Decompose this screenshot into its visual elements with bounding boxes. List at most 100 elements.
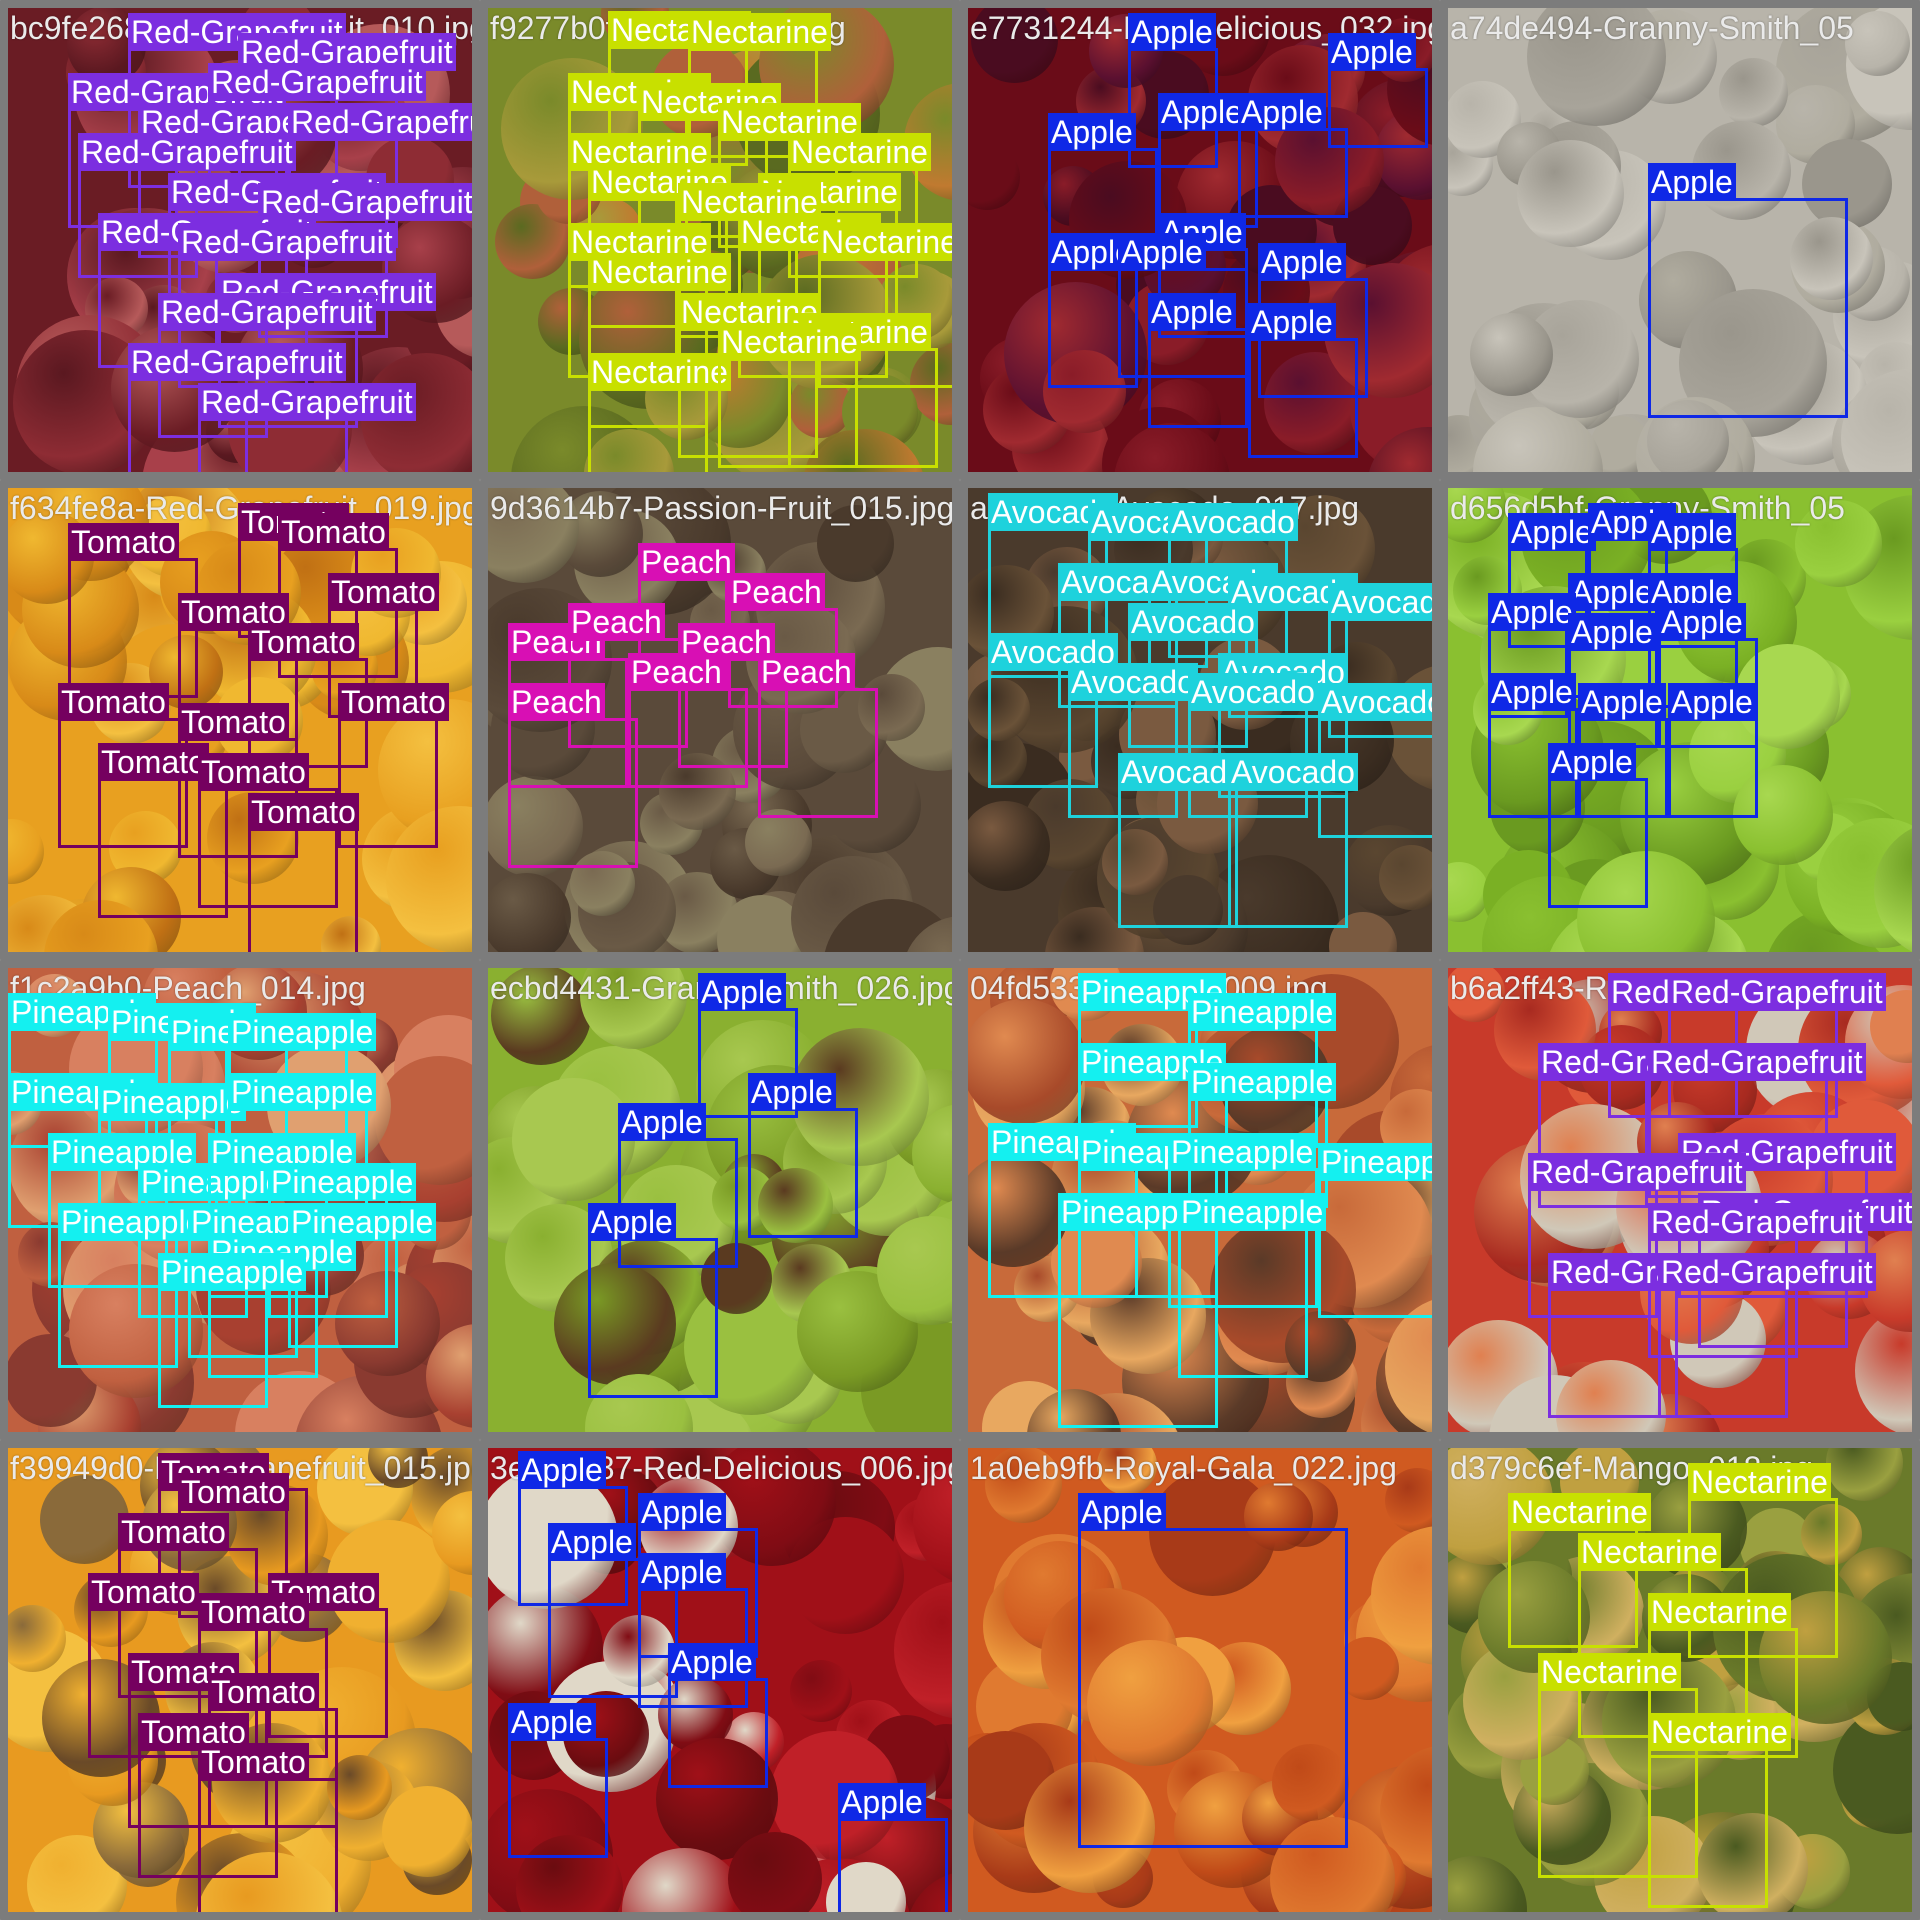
detection-box: Apple [1078,1493,1348,1848]
detection-label: Tomato [58,683,169,721]
detection-label: Tomato [178,703,289,741]
detection-box: Tomato [58,683,188,848]
detection-label: Apple [518,1451,606,1489]
detection-label: Nectarine [1578,1533,1721,1571]
detection-label: Apple [638,1493,726,1531]
detection-box: Red-Grapefruit [1658,1253,1876,1418]
detection-box: Peach [628,653,748,788]
detection-box: Pineapple [158,1253,307,1408]
detection-box: Apple [548,1523,678,1698]
detection-label: Apple [638,1553,726,1591]
detection-label: Nectarine [588,353,731,391]
detection-box: Peach [568,603,688,748]
detection-box: Apple [1648,163,1848,418]
detection-label: Apple [1548,743,1636,781]
detection-box: Tomato [198,1743,338,1912]
detection-box: Apple [1328,33,1428,148]
mosaic-tile: 04fd533b-Peach_009.jpgPineapplePineapple… [960,960,1440,1440]
detection-label: Tomato [198,753,309,791]
detection-box: Red-Grapefruit [198,383,416,472]
detection-box: Nectarine [1508,1493,1651,1648]
detection-label: Apple [1488,593,1576,631]
detection-label: Apple [1248,303,1336,341]
detection-box: Tomato [248,793,359,952]
detection-label: Tomato [138,1713,249,1751]
detection-label: Red-Grapefruit [158,293,376,331]
detection-label: Avocado [1188,673,1318,711]
fruit-photo [968,1448,1432,1912]
detection-label: Red-Grapefruit [198,383,416,421]
detection-label: Apple [1648,163,1736,201]
detection-label: Peach [568,603,665,641]
detection-label: Nectarine [818,223,952,261]
detection-box: Tomato [278,513,398,678]
mosaic-tile: f1c2a9b0-Peach_014.jpg Pineapple Pineapple… [0,960,480,1440]
detection-label: Avocado [1128,603,1258,641]
detection-box: Red-Grapefruit [208,63,426,208]
detection-box: Red-Grapefruit [1668,973,1886,1118]
detection-box: Apple [1148,293,1248,428]
mosaic-tile: f39949d0-Red-Grapefruit_015.jpgTomatoTom… [0,1440,480,1920]
detection-label: Apple [1048,113,1136,151]
tile-filename: a74de494-Granny-Smith_05 [1450,10,1854,46]
detection-box: Tomato [98,743,228,918]
detection-box: Apple [1238,93,1348,218]
detection-box: Red-Grapefruit [1648,1203,1866,1358]
detection-box: Apple [1248,303,1358,458]
detection-box: Pineapple [1168,1133,1318,1308]
detection-label: Apple [668,1643,756,1681]
mosaic-tile: a7c3f0e7-Avocado_017.jpgAvocadoAvocadoAv… [960,480,1440,960]
detection-box: Apple [508,1703,608,1858]
detection-label: Red-Grapefruit [288,103,472,141]
mosaic-tile: e7731244-Red-Delicious_032.jpgAppleApple… [960,0,1440,480]
mosaic-tile: 1a0eb9fb-Royal-Gala_022.jpg Apple [960,1440,1440,1920]
detection-label: Tomato [248,623,359,661]
detection-label: Peach [628,653,725,691]
mosaic-tile: d656d5bf-Granny-Smith_05AppleAppleAppleA… [1440,480,1920,960]
mosaic-tile: bc9fe268-Red-Grapefruit_010.jpgRed-Grape… [0,0,480,480]
detection-label: Pineapple [268,1163,417,1201]
fruit-photo [488,488,952,952]
detection-label: Nectarine [718,323,861,361]
detection-label: Apple [1568,573,1656,611]
detection-box: Apple [638,1553,748,1708]
detection-box: Apple [588,1203,718,1398]
fruit-photo [1448,8,1912,472]
detection-label: Red-Grapefruit [208,63,426,101]
detection-box: Apple [618,1103,738,1268]
detection-box: Pineapple [58,1203,207,1368]
detection-box: Nectarine [1648,1713,1791,1908]
detection-label: Red-Grapefruit [128,343,346,381]
tile-filename: 1a0eb9fb-Royal-Gala_022.jpg [970,1450,1397,1486]
detection-box: Red-Grapefruit [78,133,296,278]
detection-box: Red-Grapefruit [1648,1043,1866,1198]
detection-label: Avocado [1118,753,1248,791]
detection-label: Pineapple [1188,993,1337,1031]
detection-label: Pineapple [1318,1143,1432,1181]
fruit-photo [1448,1448,1912,1912]
detection-label: Apple [698,973,786,1011]
detection-box: Tomato [178,593,298,758]
detection-label: Tomato [198,1743,309,1781]
detection-box: Avocado [1318,683,1432,838]
detection-label: Red-Grapefruit [1668,973,1886,1011]
detection-label: Apple [1578,683,1666,721]
detection-box: Pineapple [1318,1143,1432,1318]
detection-label: Apple [1158,93,1246,131]
detection-label: Nectarine [1648,1713,1791,1751]
detection-box: Apple [1568,573,1658,698]
detection-box: Peach [758,653,878,818]
detection-box: Apple [1548,743,1648,908]
detection-label: Peach [728,573,825,611]
detection-box: Peach [508,683,638,868]
detection-label: Apple [1118,233,1206,271]
detection-label: Tomato [68,523,179,561]
detection-label: Apple [748,1073,836,1111]
mosaic-tile: f9277b0f-Mango_008.jpgNectarineNectarine… [480,0,960,480]
detection-label: Red-Grapefruit [78,133,296,171]
detection-box: Apple [1128,13,1218,168]
detection-label: Pineapple [1188,1063,1337,1101]
detection-label: Avocado [1068,663,1198,701]
detection-label: Pineapple [1168,1133,1317,1171]
